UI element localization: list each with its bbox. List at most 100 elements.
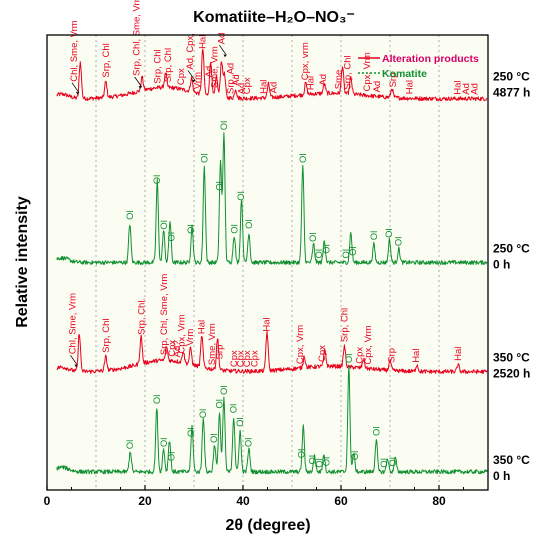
peak-arrow-head [223, 54, 227, 58]
peak-arrow [71, 82, 80, 93]
peak-label: Hal [197, 35, 208, 49]
peak-label: Ol [369, 231, 380, 241]
peak-label: Ol [393, 237, 404, 247]
condition-label: 250 °C [493, 242, 530, 256]
peak-label: Ad [237, 83, 248, 95]
peak-label: Cpx [317, 345, 328, 362]
peak-label: Ol [298, 153, 309, 163]
peak-label: Hal [411, 349, 422, 363]
peak-label: Ol [344, 354, 355, 364]
peak-label: Ol [308, 232, 319, 242]
peak-label: Ad [469, 83, 480, 95]
peak-label: Ol [229, 404, 240, 414]
peak-label: Ol [341, 249, 352, 259]
peak-label: Ad [372, 81, 383, 93]
x-tick-label: 20 [138, 494, 152, 508]
peak-label: Srp, Chl [342, 55, 353, 89]
peak-label: Ad? [172, 340, 183, 357]
peak-label: Ol [166, 232, 177, 242]
xrd-trace-3 [56, 331, 488, 375]
legend-label-alteration: Alteration products [382, 53, 479, 65]
peak-label: Cpx, Vrm [362, 52, 373, 91]
peak-label: Ol [230, 224, 241, 234]
peak-label: Ol [166, 452, 177, 462]
peak-label: Ol [235, 417, 246, 427]
peak-label: Ol [152, 395, 163, 405]
peak-label: Cpx [242, 350, 253, 367]
peak-label: Ad [216, 33, 227, 45]
peak-arrow [134, 76, 142, 88]
grid-lines [95, 35, 440, 490]
peak-label: Srp, Chl. [137, 298, 148, 335]
peak-label: Ol [159, 438, 170, 448]
peak-label: Ol [125, 440, 136, 450]
condition-label: 350 °C [493, 453, 530, 467]
peak-label: Srp, Chl, Sme, Vrm [159, 274, 170, 356]
peak-label: Vrm [192, 72, 203, 89]
condition-label: 250 °C [493, 70, 530, 84]
peak-label: Ad [461, 83, 472, 95]
x-axis-title: 2θ (degree) [225, 517, 310, 534]
condition-label: 350 °C [493, 351, 530, 365]
peak-labels: Chl, Sme, Vrm Srp, Chl Srp, Chl, Sme, Vrm S… [67, 0, 480, 468]
peak-label: Ol [214, 399, 225, 409]
peak-label: Srp, Chl [163, 48, 174, 82]
peak-label: Srp, Chl, Sme, Vrm [132, 0, 143, 76]
peak-arrow [219, 44, 227, 56]
peak-label: Ol [321, 457, 332, 467]
peak-arrow-head [74, 364, 78, 368]
legend-label-komatite: Komatite [382, 68, 427, 80]
peak-label: Srp, Chl [101, 43, 112, 77]
peak-label: Ol [209, 434, 220, 444]
peak-label: Cpx, vrm [300, 42, 311, 80]
peak-label: Hal [196, 320, 207, 334]
peak-label: Cpx [236, 350, 247, 367]
peak-label: Cpx, Vrm [177, 314, 188, 353]
peak-label: Ol [244, 219, 255, 229]
peak-label: Sme, Vrm [207, 323, 218, 365]
peak-label: Ol [219, 385, 230, 395]
peak-arrow-head [75, 91, 79, 95]
peak-label: Cpx [229, 350, 240, 367]
peak-label: Ol [125, 210, 136, 220]
peak-label: Ad, Cpx, [185, 33, 196, 69]
peak-label: Hal [453, 80, 464, 94]
peak-label: Srp, Chl [101, 319, 112, 353]
peak-label: Ol [199, 153, 210, 163]
peak-arrow [187, 70, 196, 81]
condition-label: 2520 h [493, 367, 530, 381]
peak-label: Hal [405, 80, 416, 94]
peak-label: Vrm [185, 329, 196, 346]
peak-label: Srp, Chl [153, 49, 164, 83]
legend: Alteration products Komatite [358, 53, 479, 80]
peak-label: Ol [350, 451, 361, 461]
peak-label: Ol [384, 228, 395, 238]
peak-label: Srp [388, 73, 399, 88]
xrd-trace-1 [56, 48, 488, 102]
peak-label: Ol [314, 458, 325, 468]
peak-label: Cpx [167, 340, 178, 357]
peak-label: Ol [214, 181, 225, 191]
peak-label: Cpx, Vrm [363, 325, 374, 364]
x-tick-label: 40 [236, 494, 250, 508]
peak-label: Cpx [355, 347, 366, 364]
peak-label: Ol [186, 428, 197, 438]
peak-label: Ad [318, 74, 329, 86]
peak-label: Ol [236, 191, 247, 201]
peak-label: Ad [204, 66, 215, 78]
xrd-trace-2 [56, 132, 488, 265]
condition-label: 0 h [493, 258, 510, 272]
peak-label: Hal [453, 347, 464, 361]
xrd-trace-4 [56, 365, 488, 475]
peak-label: Cpx [176, 68, 187, 85]
peak-label: Hal [259, 80, 270, 94]
peak-label: Ol [219, 121, 230, 131]
peak-label: Ad [268, 82, 279, 94]
peak-label: Ol [186, 224, 197, 234]
peak-label: Ol [296, 449, 307, 459]
x-tick-label: 60 [334, 494, 348, 508]
peak-label: Ol [388, 457, 399, 467]
peak-label: Sme [334, 70, 345, 90]
peak-label: Ol [243, 438, 254, 448]
chart-title: Komatiite–H₂O–NO₃⁻ [193, 9, 355, 26]
